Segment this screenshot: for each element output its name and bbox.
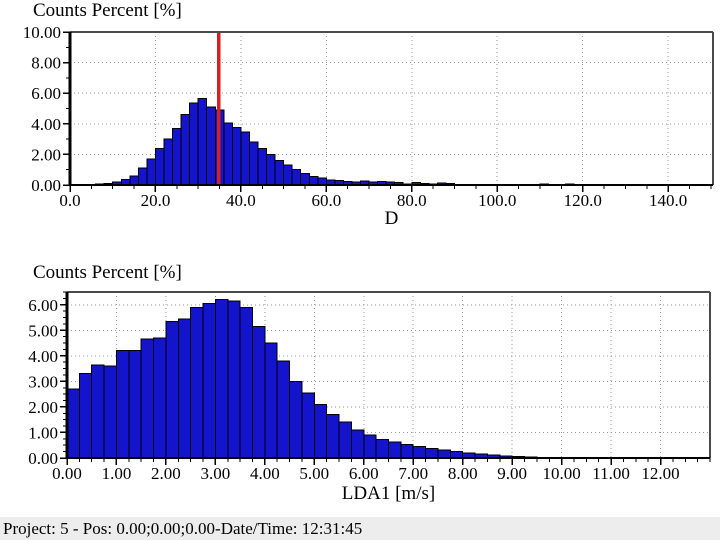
chart-title-d: Counts Percent [%] <box>33 0 182 21</box>
histogram-bar <box>251 325 266 459</box>
histogram-bar <box>223 122 233 186</box>
y-tick-label: 4.00 <box>31 115 61 134</box>
x-axis-label-lda1: LDA1 [m/s] <box>341 483 436 504</box>
x-tick-label: 60.0 <box>311 191 341 210</box>
histogram-bar <box>239 306 253 459</box>
histogram-bar <box>400 444 414 459</box>
histogram-bar <box>66 388 80 459</box>
histogram-bar <box>301 392 315 459</box>
x-tick-label: 5.00 <box>299 464 329 483</box>
histogram-bar <box>227 300 241 459</box>
histogram-bar <box>412 446 427 459</box>
histogram-bar <box>240 131 250 186</box>
x-tick-label: 11.00 <box>592 464 630 483</box>
x-tick-label: 140.0 <box>649 191 687 210</box>
x-tick-label: 10.00 <box>542 464 580 483</box>
histogram-bar <box>283 164 293 186</box>
y-tick-label: 3.00 <box>28 372 58 391</box>
histogram-bar <box>289 380 303 459</box>
y-tick-label: 6.00 <box>28 296 58 315</box>
histogram-bar <box>274 160 285 186</box>
x-tick-label: 100.0 <box>478 191 516 210</box>
x-tick-label: 1.00 <box>102 464 132 483</box>
x-axis-label-d: D <box>384 208 399 229</box>
y-tick-label: 2.00 <box>28 398 58 417</box>
histogram-bar <box>202 302 216 459</box>
histogram-bar <box>326 414 340 459</box>
histogram-bar <box>375 439 389 459</box>
x-tick-label: 120.0 <box>564 191 602 210</box>
x-tick-label: 0.0 <box>59 191 80 210</box>
histogram-bar <box>91 364 105 459</box>
histogram-bar <box>266 153 276 186</box>
histogram-bar <box>177 318 192 459</box>
y-tick-label: 2.00 <box>31 145 61 164</box>
histogram-bar <box>437 449 451 459</box>
histogram-bar <box>128 350 142 459</box>
x-tick-label: 7.00 <box>398 464 428 483</box>
histogram-bar <box>308 175 319 186</box>
x-tick-label: 12.00 <box>641 464 679 483</box>
y-tick-label: 6.00 <box>31 84 61 103</box>
y-tick-label: 0.00 <box>31 176 61 195</box>
histogram-bar <box>78 373 93 459</box>
histogram-bar <box>276 360 291 459</box>
histogram-bar <box>165 320 179 459</box>
histogram-bar <box>388 441 402 459</box>
histogram-bar <box>317 177 327 186</box>
histogram-bar <box>137 167 148 186</box>
y-tick-label: 10.00 <box>23 23 61 42</box>
histogram-bar <box>425 447 439 459</box>
histogram-bar <box>190 306 204 459</box>
histogram-bar <box>363 434 377 459</box>
histogram-bar <box>180 114 191 186</box>
x-tick-label: 6.00 <box>349 464 379 483</box>
status-text: Project: 5 - Pos: 0.00;0.00;0.00-Date/Ti… <box>3 519 363 538</box>
y-tick-label: 5.00 <box>28 321 58 340</box>
x-tick-label: 9.00 <box>497 464 527 483</box>
histogram-bar <box>300 173 310 186</box>
histogram-bar <box>248 141 259 186</box>
histogram-bar <box>154 147 165 186</box>
x-tick-label: 2.00 <box>151 464 181 483</box>
histogram-bar <box>129 175 139 186</box>
histogram-bar <box>214 299 229 459</box>
histogram-bar <box>189 102 199 186</box>
histogram-bar <box>115 350 130 459</box>
x-tick-label: 4.00 <box>250 464 280 483</box>
x-tick-label: 3.00 <box>201 464 231 483</box>
chart-title-lda1: Counts Percent [%] <box>33 262 182 283</box>
histogram-bar <box>257 147 268 186</box>
histogram-bar <box>206 106 216 186</box>
histogram-bar <box>146 158 156 186</box>
status-bar: Project: 5 - Pos: 0.00;0.00;0.00-Date/Ti… <box>0 517 720 540</box>
histogram-bar <box>338 421 352 459</box>
histogram-bar <box>264 342 278 459</box>
x-tick-label: 8.00 <box>448 464 478 483</box>
histogram-bar <box>172 127 182 186</box>
x-tick-label: 40.0 <box>226 191 256 210</box>
x-tick-label: 80.0 <box>397 191 427 210</box>
histogram-bar <box>103 365 117 459</box>
y-tick-label: 1.00 <box>28 423 58 442</box>
histogram-bar <box>231 127 242 186</box>
y-tick-label: 4.00 <box>28 347 58 366</box>
y-tick-label: 0.00 <box>28 449 58 468</box>
histogram-bar <box>163 138 174 186</box>
histogram-bar <box>153 337 167 459</box>
y-tick-label: 8.00 <box>31 54 61 73</box>
histogram-bar <box>197 98 208 186</box>
x-tick-label: 0.00 <box>52 464 82 483</box>
x-tick-label: 20.0 <box>141 191 171 210</box>
histogram-bar <box>291 169 302 186</box>
histogram-bar <box>350 429 365 459</box>
histogram-bar <box>140 338 155 459</box>
histogram-bar <box>313 403 328 459</box>
